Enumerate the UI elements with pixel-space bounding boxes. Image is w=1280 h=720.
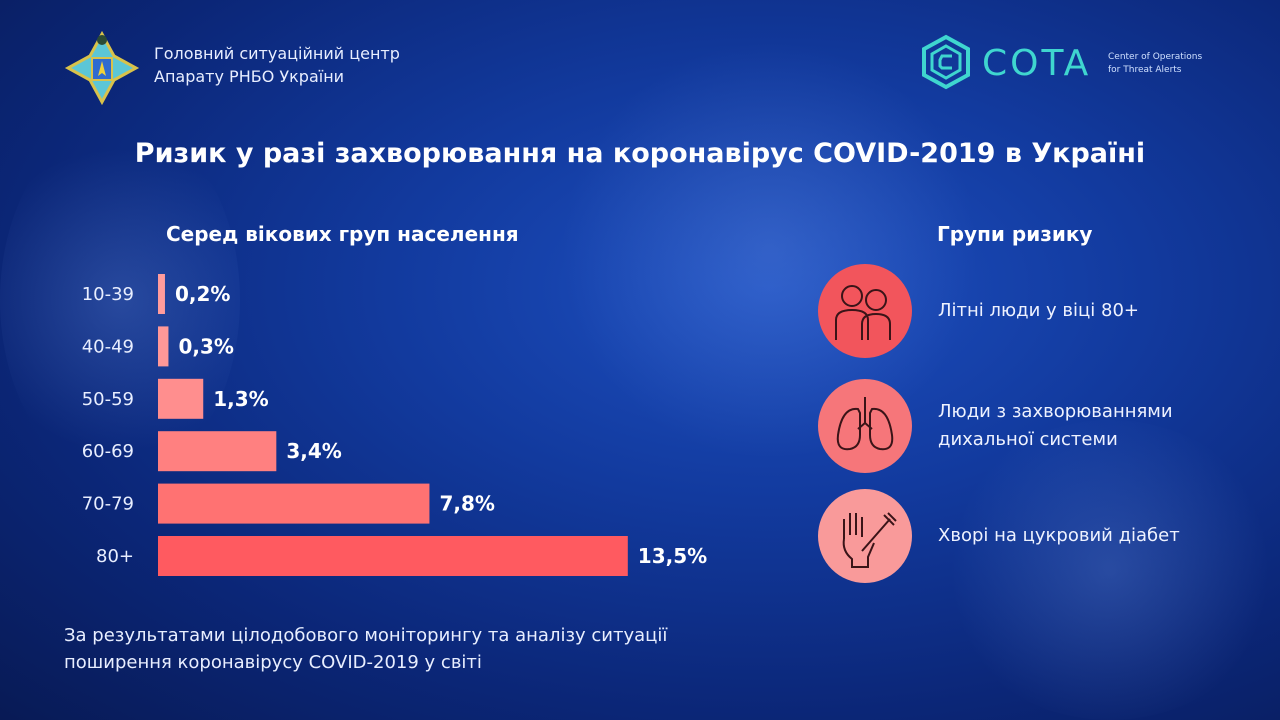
risk-group-label: Люди з захворюваннями дихальної системи (938, 401, 1173, 450)
bar-10-39 (158, 274, 165, 314)
virus-background (0, 120, 240, 480)
value-label: 0,2% (175, 282, 230, 306)
cota-tagline: Center of Operations for Threat Alerts (1108, 51, 1202, 77)
risk-group-diabetes: Хворі на цукровий діабет (818, 489, 1258, 583)
age-risk-bar-chart: 10-39 0,2% 40-49 0,3% 50-59 1,3% 60-69 3,4% 70-7… (82, 274, 707, 576)
footer-note: За результатами цілодобового моніторингу… (64, 622, 667, 676)
category-label: 40-49 (82, 336, 134, 357)
bar-40-49 (158, 326, 169, 367)
page-title: Ризик у разі захворювання на коронавірус… (134, 138, 1146, 169)
category-label: 60-69 (82, 441, 134, 462)
value-label: 0,3% (178, 334, 233, 358)
virus-background (940, 420, 1280, 720)
risk-group-label: Літні люди у віці 80+ (938, 300, 1139, 321)
risk-group-respiratory: Люди з захворюваннями дихальної системи (818, 379, 1258, 473)
cota-tagline-1: Center of Operations (1108, 52, 1203, 62)
risk-circle (818, 379, 912, 473)
category-label: 50-59 (82, 389, 134, 410)
risk-groups-title: Групи ризику (937, 222, 1093, 246)
risk-circle (818, 264, 912, 358)
cota-tagline-2: for Threat Alerts (1108, 65, 1182, 75)
cota-wordmark: COTA (982, 43, 1092, 84)
lungs-icon (836, 397, 894, 451)
virus-background (560, 40, 980, 460)
risk-circle (818, 489, 912, 583)
cota-hexagon-logo (922, 34, 970, 90)
footer-line-2: поширення коронавірусу COVID-2019 у світ… (64, 652, 482, 673)
value-label: 3,4% (286, 439, 341, 463)
risk-group-label: Хворі на цукровий діабет (938, 525, 1180, 546)
category-label: 10-39 (82, 284, 134, 305)
category-label: 70-79 (82, 494, 134, 515)
bar-80+ (158, 536, 628, 576)
hand-syringe-icon (842, 512, 897, 568)
value-label: 7,8% (439, 492, 494, 516)
bar-50-59 (158, 378, 204, 419)
footer-line-1: За результатами цілодобового моніторингу… (64, 625, 668, 646)
bar-70-79 (158, 483, 430, 524)
org-line-2: Апарату РНБО України (154, 67, 345, 86)
org-line-1: Головний ситуаційний центр (154, 44, 400, 63)
chart-title: Серед вікових груп населення (166, 222, 519, 246)
value-label: 13,5% (638, 544, 707, 568)
rnbo-emblem-logo (64, 30, 140, 106)
category-label: 80+ (96, 546, 134, 567)
bar-60-69 (158, 431, 277, 472)
risk-group-elderly: Літні люди у віці 80+ (818, 264, 1258, 358)
elderly-people-icon (835, 285, 891, 340)
value-label: 1,3% (213, 387, 268, 411)
organization-name: Головний ситуаційний центр Апарату РНБО … (154, 42, 400, 88)
